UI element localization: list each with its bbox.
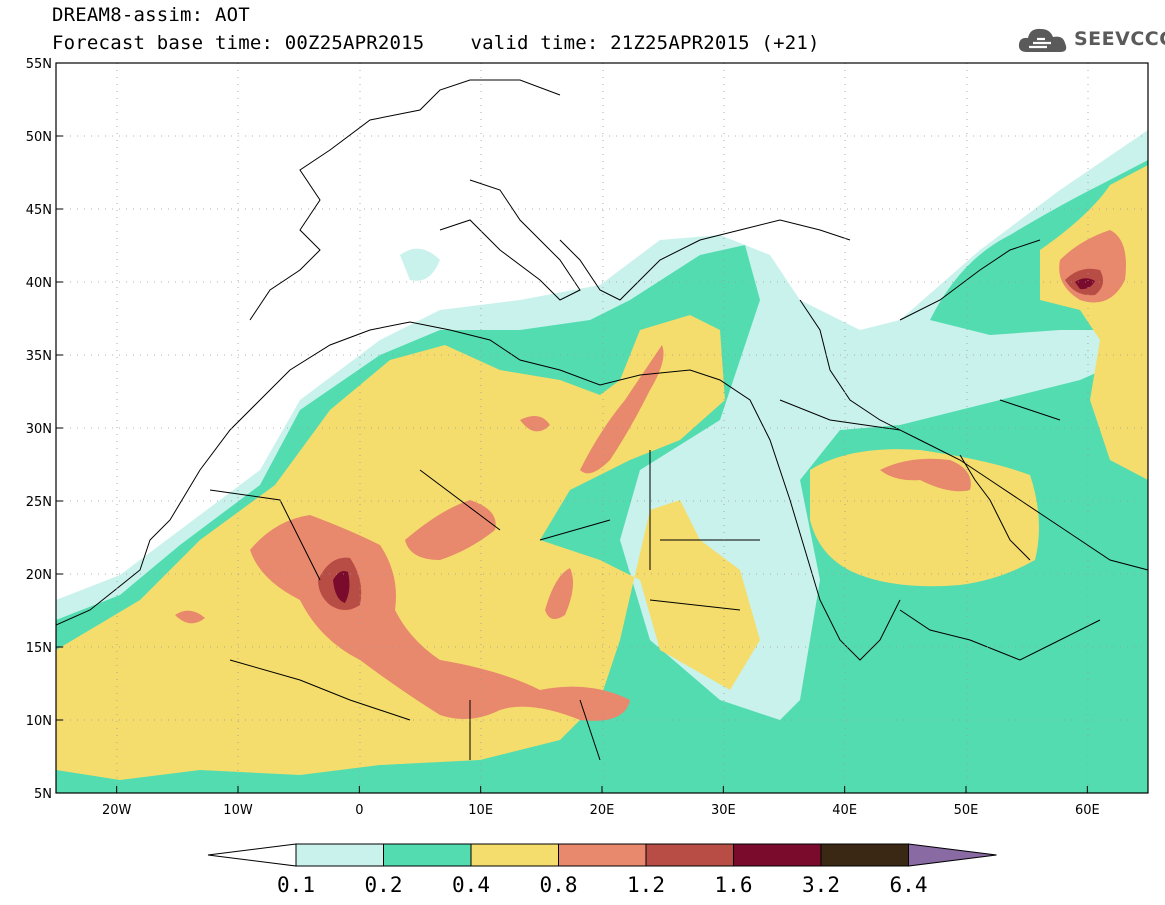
colorbar-level-label: 1.2 [627, 873, 665, 897]
lon-tick-label: 20E [590, 803, 615, 818]
lon-tick-label: 30E [711, 803, 736, 818]
aot-level-0-4 [56, 165, 1148, 780]
base-time: Forecast base time: 00Z25APR2015 [52, 32, 425, 54]
lat-tick-label: 40N [26, 276, 52, 291]
colorbar-level-label: 6.4 [889, 873, 928, 897]
cloud-icon [1018, 28, 1067, 52]
lat-tick-label: 30N [26, 422, 52, 437]
lon-tick-label: 10E [468, 803, 493, 818]
lat-tick-label: 10N [26, 714, 52, 729]
colorbar-over-arrow [908, 843, 997, 867]
logo: SEEVCCC [1017, 24, 1165, 54]
colorbar [207, 843, 997, 867]
coastlines [56, 79, 1148, 761]
aot-level-1-6 [333, 278, 1095, 603]
map-title: DREAM8-assim: AOT [52, 4, 250, 26]
aot-field [56, 63, 1148, 793]
colorbar-segment [645, 843, 734, 867]
colorbar-segment [383, 843, 472, 867]
lon-tick-label: 40E [832, 803, 857, 818]
colorbar-segment [470, 843, 559, 867]
colorbar-level-label: 0.1 [277, 873, 315, 897]
lon-tick-label: 20W [102, 803, 132, 818]
colorbar-level-label: 1.6 [714, 873, 753, 897]
colorbar-level-label: 0.4 [452, 873, 490, 897]
colorbar-level-label: 0.8 [539, 873, 578, 897]
lon-tick-label: 60E [1075, 803, 1100, 818]
logo-text: SEEVCCC [1074, 28, 1165, 50]
colorbar-level-label: 3.2 [802, 873, 840, 897]
time-info: Forecast base time: 00Z25APR2015 valid ti… [52, 32, 820, 54]
lon-tick-label: 10W [223, 803, 253, 818]
lat-tick-label: 55N [26, 57, 52, 72]
colorbar-segment [733, 843, 822, 867]
latitude-axis: 55N 50N 45N 40N 35N 30N 25N 20N 15N 10N 5N [26, 57, 63, 802]
longitude-axis: 20W 10W 0 10E 20E 30E 40E 50E 60E [102, 786, 1100, 818]
lon-tick-label: 50E [954, 803, 979, 818]
graticule [56, 63, 1148, 793]
colorbar-segment [295, 843, 384, 867]
lat-tick-label: 15N [26, 641, 52, 656]
colorbar-under-arrow [207, 843, 297, 867]
colorbar-segment [820, 843, 909, 867]
lat-tick-label: 45N [26, 203, 52, 218]
lat-tick-label: 50N [26, 130, 52, 145]
colorbar-segment [558, 843, 647, 867]
lat-tick-label: 25N [26, 495, 52, 510]
lat-tick-label: 5N [34, 787, 52, 802]
lat-tick-label: 35N [26, 349, 52, 364]
lon-tick-label: 0 [355, 803, 363, 818]
lat-tick-label: 20N [26, 568, 52, 583]
colorbar-level-label: 0.2 [364, 873, 403, 897]
valid-time: valid time: 21Z25APR2015 (+21) [470, 32, 820, 54]
